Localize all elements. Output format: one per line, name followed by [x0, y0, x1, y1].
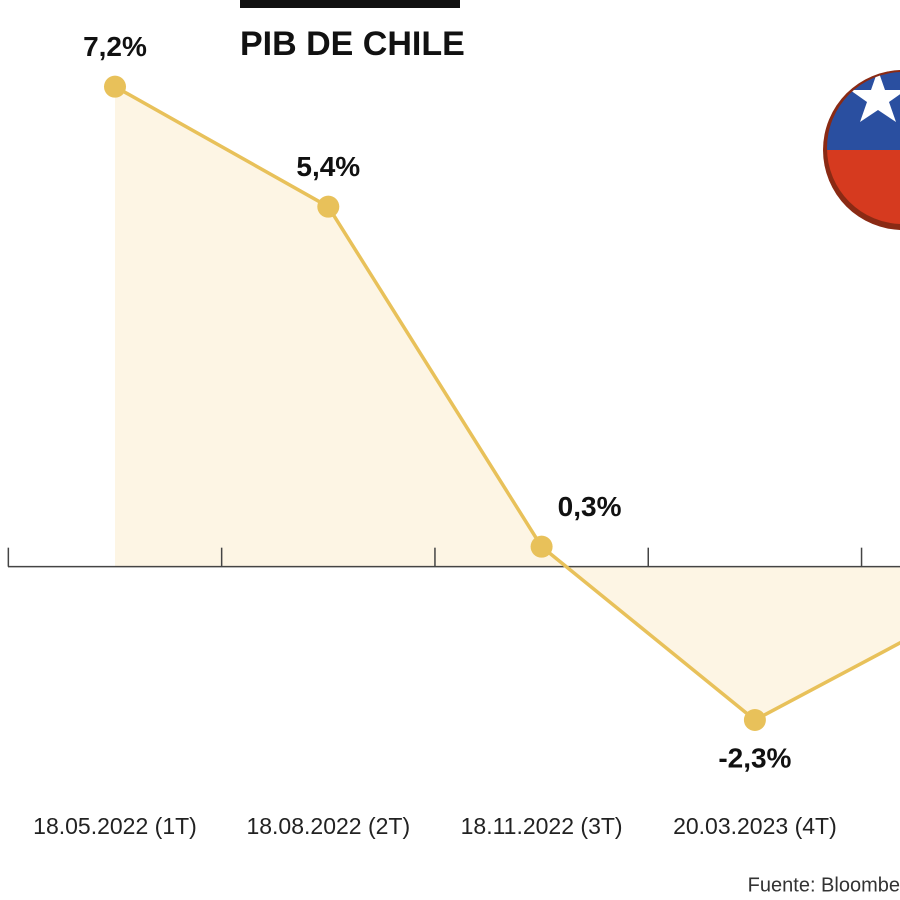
flag-star	[850, 72, 900, 122]
x-tick-label: 20.03.2023 (4T)	[673, 813, 837, 839]
point	[317, 195, 340, 218]
plot: 7,2% 18.05.2022 (1T) 5,4% 18.08.2022 (2T) 0,…	[7, 31, 900, 896]
point	[743, 709, 766, 731]
x-tick-label: 18.11.2022 (3T)	[461, 813, 623, 839]
value-label: 0,3%	[558, 491, 622, 522]
x-tick-label: 18.05.2022 (1T)	[33, 813, 197, 839]
flag	[823, 70, 900, 230]
value-label: 7,2%	[83, 31, 147, 62]
x-tick-label: 18.08.2022 (2T)	[246, 813, 410, 839]
point	[104, 75, 126, 98]
chart-title: PIB DE CHILE	[240, 25, 465, 63]
area	[115, 86, 900, 720]
title-bar	[240, 0, 460, 8]
source: Fuente: Bloombe	[748, 874, 900, 896]
point	[530, 535, 553, 558]
value-label: 5,4%	[296, 151, 360, 182]
value-label: -2,3%	[718, 742, 791, 773]
